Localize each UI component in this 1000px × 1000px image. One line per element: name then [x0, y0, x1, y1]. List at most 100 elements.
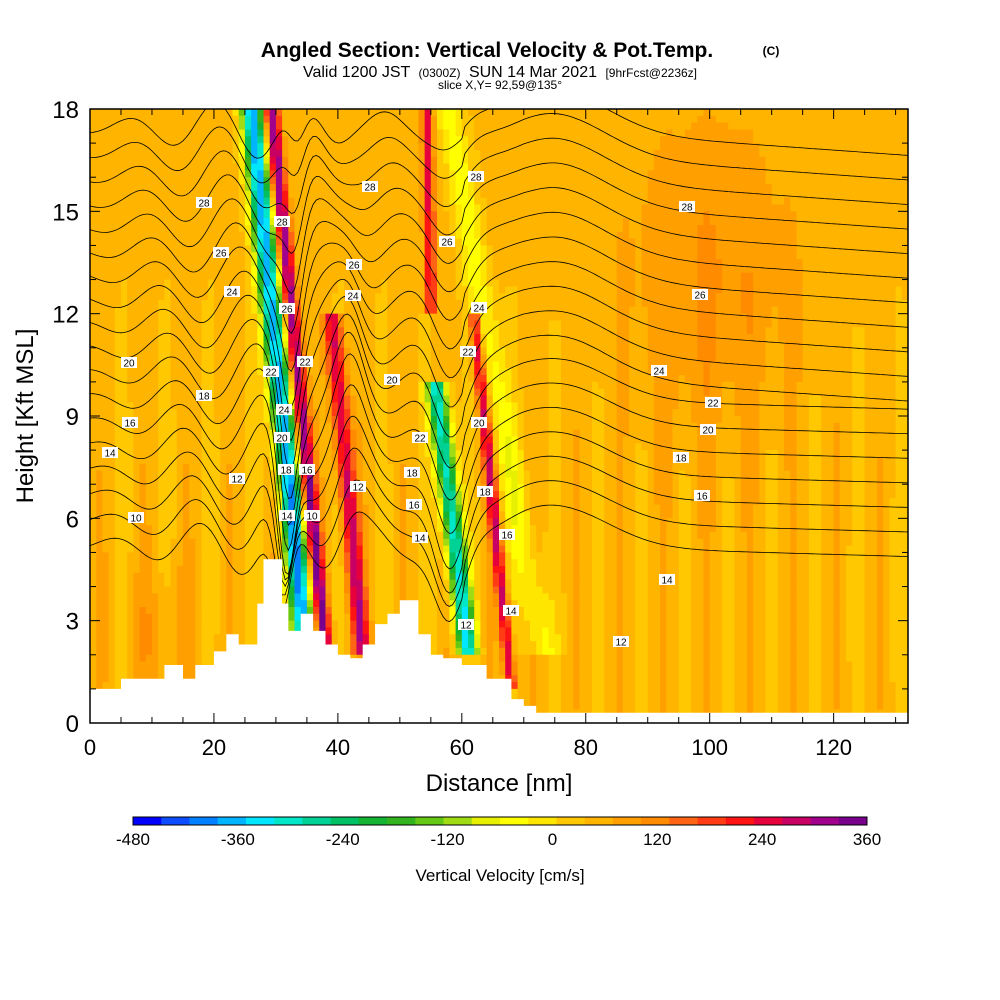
- velocity-cell: [96, 136, 103, 144]
- velocity-cell: [244, 272, 252, 281]
- velocity-cell: [765, 136, 773, 144]
- velocity-cell: [759, 170, 767, 178]
- velocity-cell: [499, 170, 506, 178]
- velocity-cell: [480, 115, 488, 124]
- velocity-cell: [96, 361, 103, 369]
- velocity-cell: [585, 149, 593, 158]
- velocity-cell: [319, 259, 327, 267]
- velocity-cell: [567, 143, 574, 151]
- velocity-cell: [449, 170, 457, 178]
- velocity-cell: [282, 340, 289, 349]
- velocity-cell: [870, 224, 878, 233]
- velocity-cell: [226, 218, 234, 226]
- velocity-cell: [808, 129, 816, 137]
- velocity-cell: [901, 272, 908, 281]
- velocity-cell: [145, 218, 153, 226]
- velocity-cell: [319, 354, 327, 363]
- velocity-cell: [734, 279, 742, 287]
- velocity-cell: [802, 136, 810, 144]
- velocity-cell: [536, 143, 543, 151]
- velocity-cell: [598, 211, 605, 219]
- velocity-cell: [251, 300, 258, 308]
- velocity-cell: [802, 265, 810, 274]
- velocity-cell: [288, 211, 296, 219]
- velocity-cell: [257, 204, 265, 212]
- velocity-cell: [523, 327, 531, 335]
- title-units: (C): [763, 44, 780, 58]
- velocity-cell: [734, 265, 742, 274]
- velocity-cell: [610, 136, 618, 144]
- velocity-cell: [511, 334, 519, 342]
- velocity-cell: [344, 361, 351, 369]
- velocity-cell: [815, 136, 822, 144]
- velocity-cell: [771, 231, 779, 240]
- velocity-cell: [728, 115, 736, 124]
- velocity-cell: [449, 129, 457, 137]
- velocity-cell: [164, 293, 172, 301]
- velocity-cell: [877, 163, 884, 171]
- velocity-cell: [641, 347, 649, 356]
- velocity-cell: [238, 184, 246, 192]
- velocity-cell: [554, 149, 562, 158]
- velocity-cell: [709, 306, 717, 315]
- velocity-cell: [529, 327, 537, 335]
- velocity-cell: [337, 184, 345, 192]
- velocity-cell: [529, 224, 537, 233]
- velocity-cell: [114, 156, 122, 165]
- velocity-cell: [672, 265, 680, 274]
- velocity-cell: [821, 279, 829, 287]
- velocity-cell: [189, 190, 196, 199]
- velocity-cell: [802, 354, 810, 363]
- velocity-cell: [523, 252, 531, 260]
- velocity-cell: [604, 163, 612, 171]
- velocity-cell: [393, 361, 401, 369]
- velocity-cell: [90, 361, 97, 369]
- velocity-cell: [635, 109, 643, 117]
- velocity-cell: [598, 204, 605, 212]
- velocity-cell: [815, 211, 822, 219]
- velocity-cell: [715, 361, 723, 369]
- velocity-cell: [164, 320, 172, 328]
- velocity-cell: [145, 272, 153, 281]
- velocity-cell: [424, 252, 432, 260]
- velocity-cell: [375, 347, 382, 356]
- velocity-cell: [412, 109, 420, 117]
- velocity-cell: [895, 334, 903, 342]
- velocity-cell: [480, 354, 488, 363]
- velocity-cell: [337, 327, 345, 335]
- velocity-cell: [269, 224, 277, 233]
- velocity-cell: [616, 143, 624, 151]
- velocity-cell: [604, 231, 612, 240]
- velocity-cell: [381, 170, 389, 178]
- velocity-cell: [282, 252, 289, 260]
- velocity-cell: [368, 204, 376, 212]
- velocity-cell: [889, 204, 897, 212]
- velocity-cell: [728, 306, 736, 315]
- velocity-cell: [560, 115, 568, 124]
- velocity-cell: [108, 334, 116, 342]
- velocity-cell: [901, 190, 908, 199]
- velocity-cell: [331, 163, 339, 171]
- velocity-cell: [839, 149, 847, 158]
- velocity-cell: [207, 265, 215, 274]
- velocity-cell: [821, 136, 829, 144]
- velocity-cell: [108, 259, 116, 267]
- velocity-cell: [399, 143, 407, 151]
- velocity-cell: [102, 300, 110, 308]
- velocity-cell: [468, 327, 475, 335]
- velocity-cell: [282, 163, 289, 171]
- velocity-cell: [740, 279, 748, 287]
- velocity-cell: [542, 265, 550, 274]
- velocity-cell: [269, 190, 277, 199]
- velocity-cell: [362, 136, 370, 144]
- velocity-cell: [796, 211, 804, 219]
- valid-zulu: (0300Z): [418, 66, 460, 80]
- velocity-cell: [901, 293, 908, 301]
- velocity-cell: [672, 115, 680, 124]
- velocity-cell: [604, 156, 612, 165]
- velocity-cell: [889, 340, 897, 349]
- velocity-cell: [406, 272, 413, 281]
- velocity-cell: [455, 286, 463, 294]
- velocity-cell: [715, 313, 723, 322]
- velocity-cell: [585, 109, 593, 117]
